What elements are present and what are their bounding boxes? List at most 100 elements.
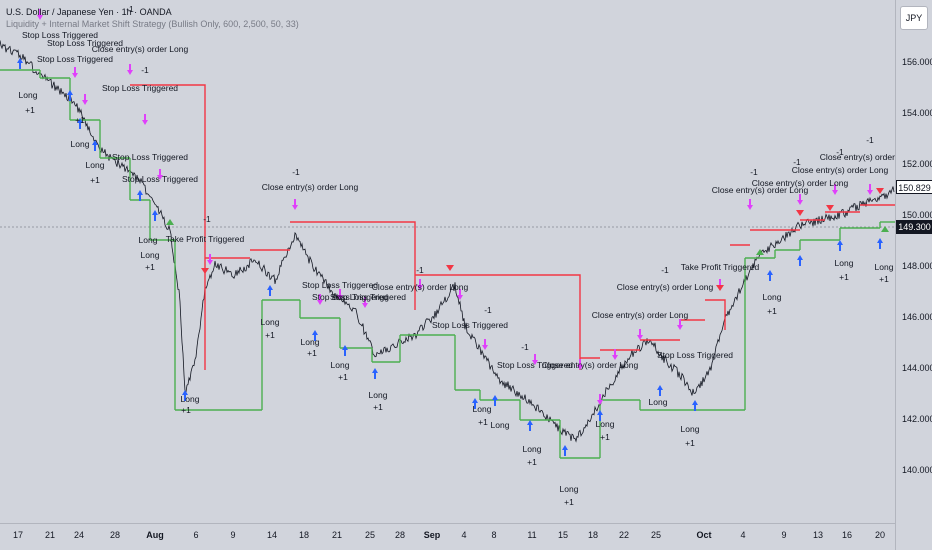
annotation-label: +1 [25,105,35,115]
chart-pane[interactable]: Stop Loss Triggered Stop Loss Triggered St… [0,0,895,523]
annotation-label: Take Profit Triggered [681,262,760,272]
price-axis[interactable]: JPY 156.000 154.000 152.000 150.000 148.000 1… [895,0,932,550]
price-chart[interactable]: Stop Loss Triggered Stop Loss Triggered St… [0,0,895,523]
exit-arrow [532,354,538,365]
time-axis[interactable]: 17 21 24 28 Aug 6 9 14 18 21 25 28 Sep 4 8 11 15 18 22 25 Oc… [0,523,895,550]
annotation-label: Long [875,262,894,272]
exit-arrow [867,184,873,195]
annotation-label: +1 [338,372,348,382]
long-entry-arrow [267,285,273,296]
annotation-label: Close entry(s) order Long [617,282,714,292]
annotation-label: Stop Loss Triggered [112,152,188,162]
symbol-title[interactable]: U.S. Dollar / Japanese Yen · 1h · OANDA [6,7,172,17]
annotation-label: +1 [600,432,610,442]
time-tick: Sep [423,530,441,540]
stop-flag [881,226,889,232]
long-entry-arrow [137,190,143,201]
annotation-label: -1 [484,305,492,315]
annotation-label: Close entry(s) order Long [820,152,895,162]
exit-arrow [127,64,133,75]
currency-button[interactable]: JPY [900,6,928,30]
time-tick: 21 [331,530,343,540]
annotation-label: +1 [181,405,191,415]
exit-arrow [832,184,838,195]
annotation-label: Long [301,337,320,347]
annotation-label: Long [649,397,668,407]
exit-arrow [612,349,618,360]
exit-arrow [207,254,213,265]
long-entry-arrow [657,385,663,396]
annotation-label: +1 [767,306,777,316]
time-tick: 8 [491,530,497,540]
annotation-label: Stop Loss Triggered [47,38,123,48]
target-hit-flag [876,188,884,194]
annotation-label: -1 [836,147,844,157]
time-tick: 15 [557,530,569,540]
time-tick: 24 [73,530,85,540]
annotation-label: +1 [527,457,537,467]
long-entry-arrow [797,255,803,266]
annotation-label: -1 [203,214,211,224]
time-tick: 17 [12,530,24,540]
price-tick: 152.000 [902,159,932,169]
chart-legend: U.S. Dollar / Japanese Yen · 1h · OANDA … [6,6,299,30]
price-series [0,40,895,443]
annotation-label: Long [681,424,700,434]
time-tick: 22 [618,530,630,540]
exit-arrow [317,294,323,305]
exit-arrow [362,297,368,308]
target-line-segment [455,274,581,370]
annotation-label: -1 [126,4,134,14]
annotation-label: Close entry(s) order Long [542,360,639,370]
time-tick: 9 [781,530,787,540]
long-entry-arrow [372,368,378,379]
annotation-label: -1 [416,265,424,275]
exit-arrow [482,339,488,350]
annotation-label: Long [763,292,782,302]
annotation-label: -1 [141,65,149,75]
time-tick: 28 [109,530,121,540]
annotation-label: +1 [685,438,695,448]
annotation-label: +1 [373,402,383,412]
time-tick: 20 [874,530,886,540]
annotation-label: Long [19,90,38,100]
annotation-label: Stop Loss Triggered [102,83,178,93]
annotation-label: Long [261,317,280,327]
time-tick: 13 [812,530,824,540]
long-entry-arrow [692,400,698,411]
price-tick: 142.000 [902,414,932,424]
target-line-segment [130,84,206,370]
long-entry-arrow [152,210,158,221]
time-tick: 25 [650,530,662,540]
time-tick: 4 [740,530,746,540]
exit-arrow [37,9,43,20]
exit-arrow [637,329,643,340]
exit-arrow [797,194,803,205]
annotation-label: +1 [879,274,889,284]
long-entry-arrow [877,238,883,249]
annotation-label: Long [473,404,492,414]
long-entry-arrow [182,390,188,401]
annotation-label: -1 [292,167,300,177]
annotation-label: Stop Loss Triggered [37,54,113,64]
strategy-label[interactable]: Liquidity + Internal Market Shift Strate… [6,19,299,29]
time-tick: Oct [696,530,712,540]
price-tick: 144.000 [902,363,932,373]
exit-arrow [677,319,683,330]
annotation-label: +1 [307,348,317,358]
annotation-label: Stop Loss Triggered [312,292,388,302]
target-hit-flag [716,285,724,291]
time-tick: 28 [394,530,406,540]
exit-arrow [597,394,603,405]
annotation-label: Long [596,419,615,429]
time-tick: 18 [298,530,310,540]
price-tick: 140.000 [902,465,932,475]
long-entry-arrow [312,330,318,341]
target-hit-flag [796,210,804,216]
stop-flag [166,219,174,225]
annotation-label: Long [181,394,200,404]
long-entry-arrow [492,395,498,406]
annotation-label: +1 [478,417,488,427]
annotation-label: Long [139,235,158,245]
annotation-label: -1 [661,265,669,275]
